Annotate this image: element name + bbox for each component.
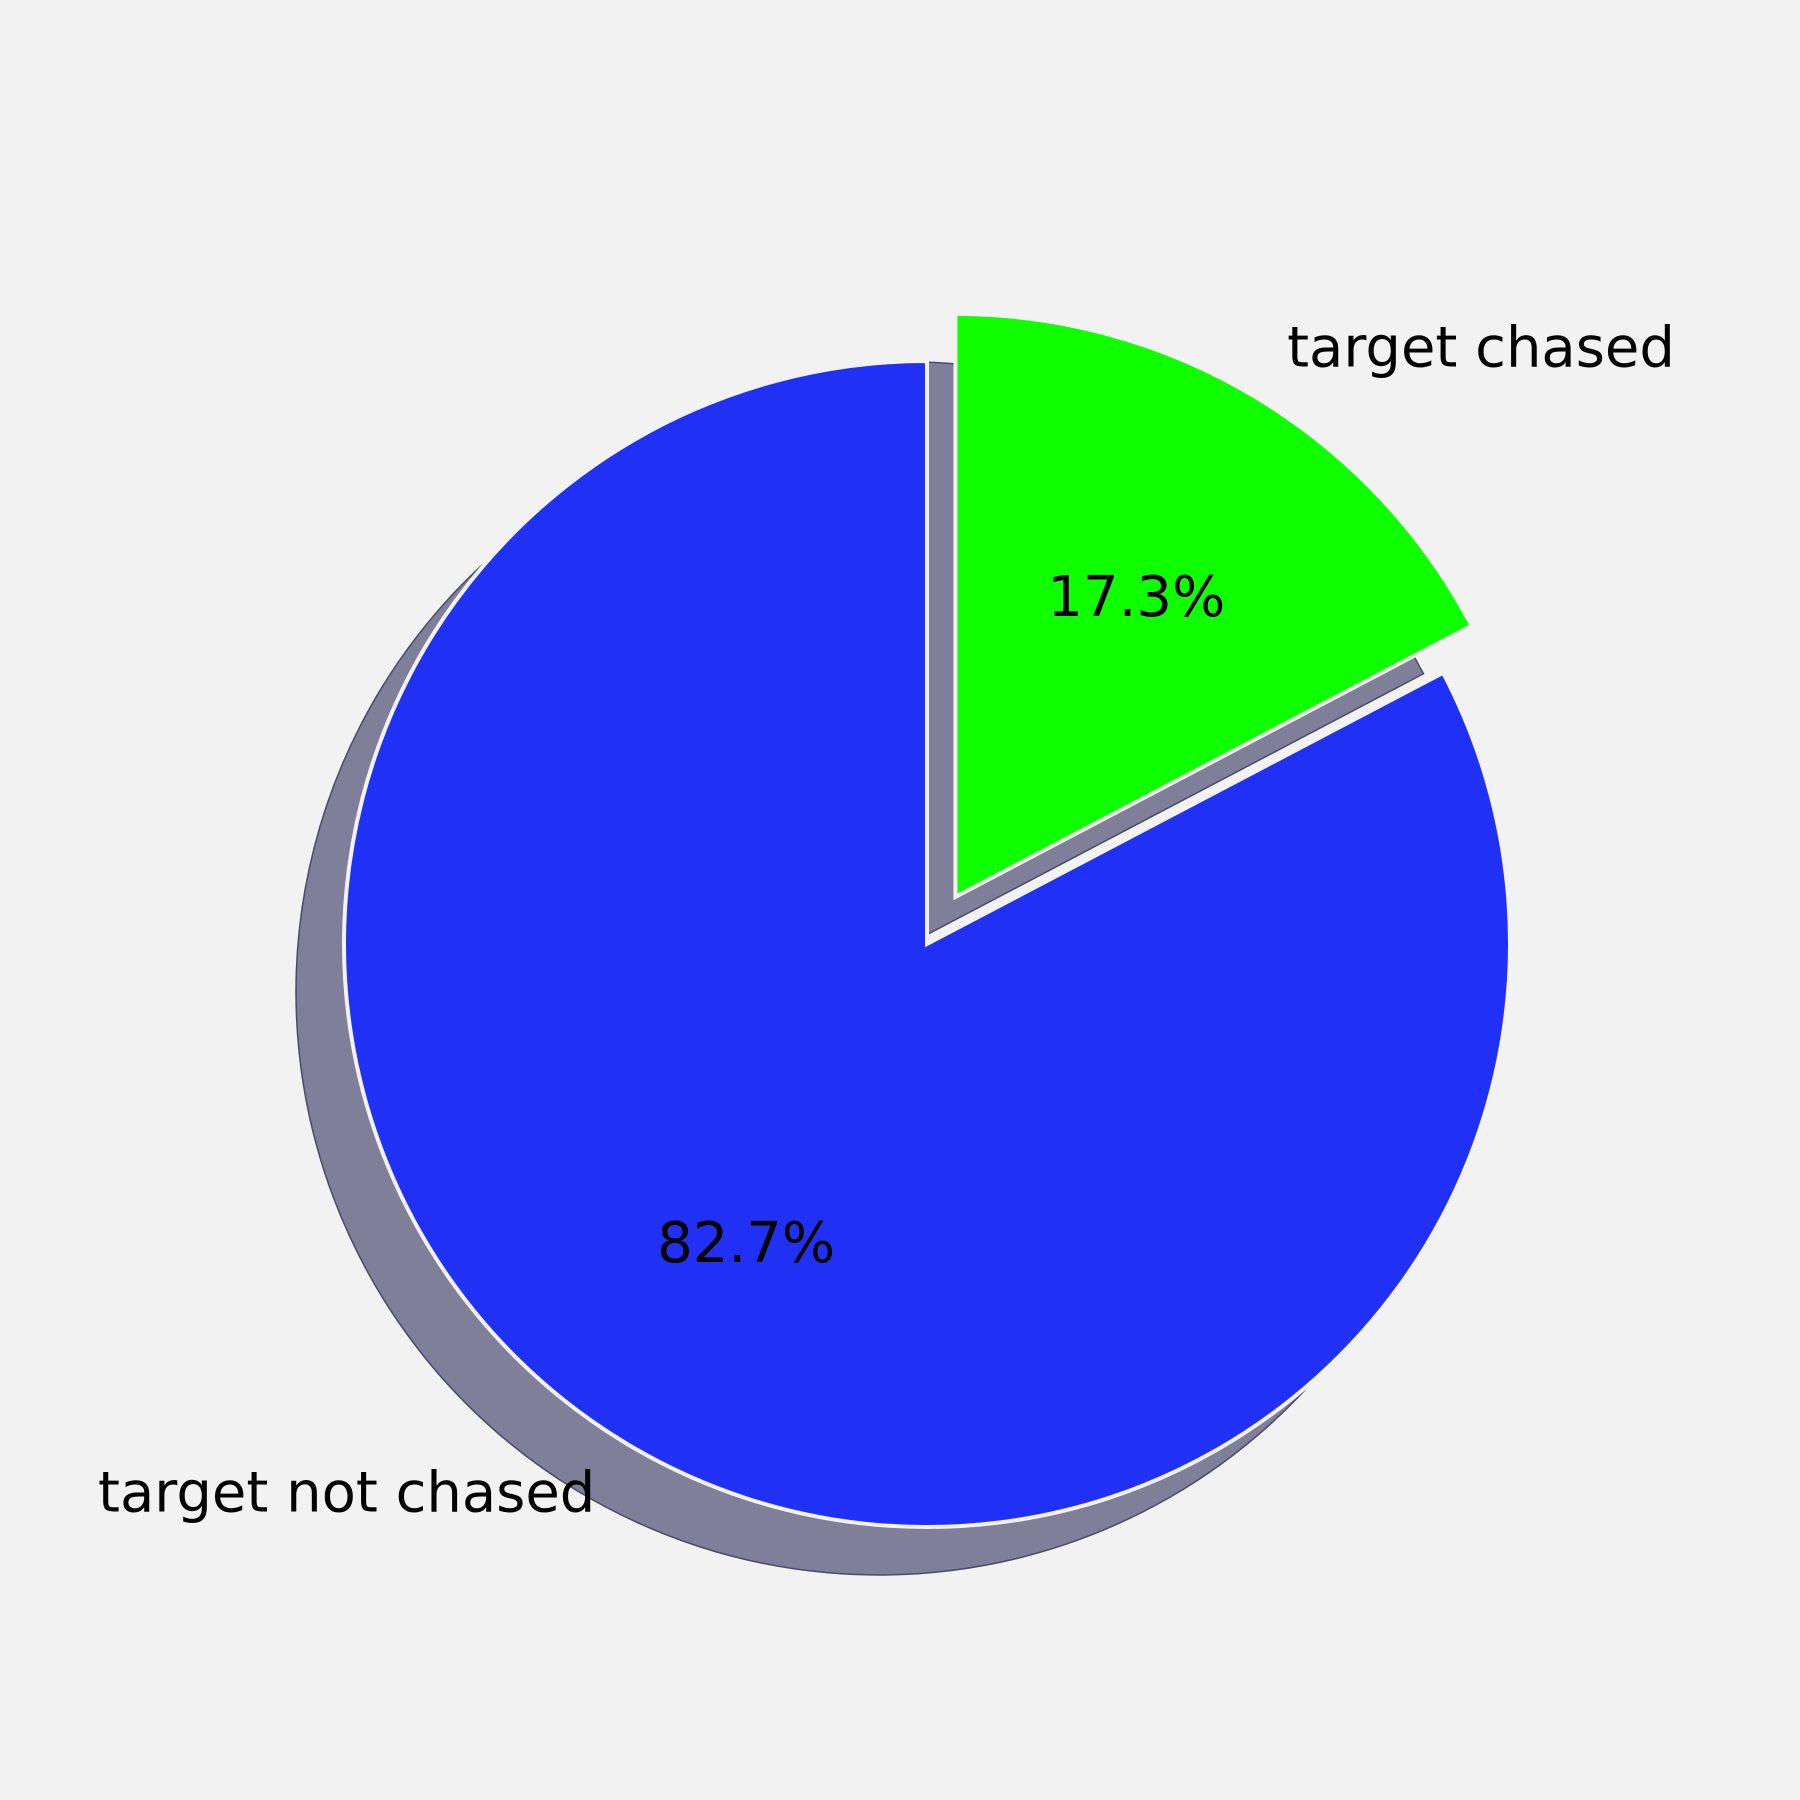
pct-label-target-not-chased: 82.7% <box>657 1211 835 1276</box>
slice-label-target-chased: target chased <box>1287 316 1675 381</box>
slice-label-target-not-chased: target not chased <box>98 1460 595 1525</box>
slice-layer <box>342 311 1512 1529</box>
label-layer: 17.3% target chased 82.7% target not chased <box>98 316 1675 1526</box>
slice-target-chased <box>953 311 1475 901</box>
slice-target-not-chased <box>342 358 1512 1529</box>
pct-label-target-chased: 17.3% <box>1047 565 1225 630</box>
